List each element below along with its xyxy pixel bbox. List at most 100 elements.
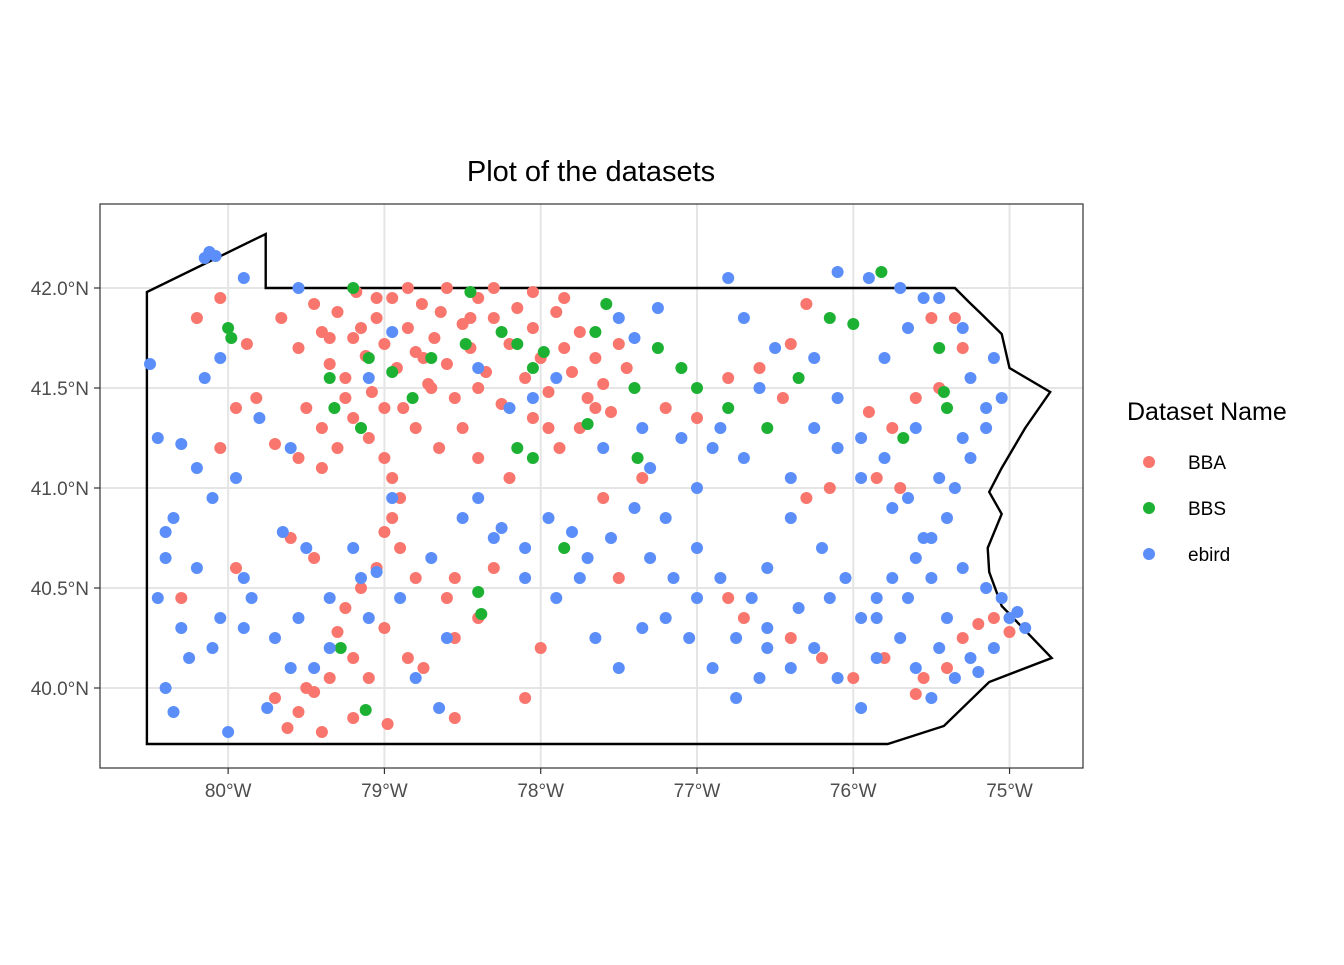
- point-bba: [339, 602, 352, 614]
- legend: Dataset Name BBA BBS ebird: [1127, 398, 1287, 566]
- point-ebird: [980, 402, 993, 414]
- point-ebird: [691, 592, 703, 604]
- legend-key-bba: [1143, 456, 1155, 468]
- point-ebird: [769, 342, 782, 354]
- point-bba: [776, 392, 789, 404]
- point-bba: [370, 312, 383, 324]
- x-tick-label: 76°W: [830, 781, 877, 802]
- point-bba: [190, 312, 203, 324]
- point-bba: [323, 358, 336, 370]
- point-bba: [308, 298, 321, 310]
- point-bba: [378, 402, 391, 414]
- point-ebird: [933, 292, 946, 304]
- point-ebird: [784, 512, 797, 524]
- point-bbs: [761, 422, 774, 434]
- point-ebird: [550, 592, 563, 604]
- point-bba: [214, 442, 227, 454]
- panel-border: [99, 203, 1084, 769]
- point-bbs: [425, 352, 438, 364]
- point-ebird: [237, 622, 250, 634]
- point-bba: [909, 688, 922, 700]
- point-ebird: [292, 612, 305, 624]
- point-bba: [870, 472, 883, 484]
- point-ebird: [956, 322, 969, 334]
- point-ebird: [167, 706, 180, 718]
- point-ebird: [839, 572, 852, 584]
- series-bbs: [222, 266, 953, 716]
- point-bba: [415, 298, 428, 310]
- point-bba: [275, 312, 288, 324]
- point-ebird: [167, 512, 180, 524]
- point-ebird: [214, 612, 227, 624]
- point-ebird: [714, 422, 727, 434]
- point-bba: [941, 662, 953, 674]
- point-ebird: [1011, 606, 1024, 618]
- point-bba: [347, 652, 360, 664]
- point-ebird: [347, 542, 360, 554]
- point-ebird: [472, 362, 485, 374]
- point-ebird: [917, 532, 930, 544]
- point-ebird: [855, 432, 868, 444]
- point-ebird: [925, 692, 938, 704]
- point-ebird: [964, 372, 977, 384]
- point-bbs: [691, 382, 703, 394]
- point-bbs: [897, 432, 910, 444]
- point-bba: [448, 392, 461, 404]
- point-ebird: [284, 662, 297, 674]
- point-bba: [464, 312, 477, 324]
- point-bba: [737, 612, 750, 624]
- point-ebird: [878, 352, 891, 364]
- point-bbs: [362, 352, 375, 364]
- point-ebird: [691, 542, 703, 554]
- point-ebird: [675, 432, 688, 444]
- point-ebird: [386, 326, 399, 338]
- series-bba: [175, 282, 1016, 738]
- point-ebird: [292, 282, 305, 294]
- x-tick-label: 80°W: [205, 781, 252, 802]
- point-bba: [331, 442, 344, 454]
- point-bba: [214, 292, 227, 304]
- point-ebird: [917, 292, 930, 304]
- point-bba: [434, 306, 447, 318]
- point-ebird: [269, 632, 281, 644]
- point-bba: [550, 306, 563, 318]
- point-bba: [456, 422, 469, 434]
- point-bba: [753, 362, 766, 374]
- point-bba: [394, 542, 407, 554]
- point-bba: [300, 682, 313, 694]
- point-bba: [386, 292, 399, 304]
- data-points: [144, 246, 1032, 738]
- point-ebird: [831, 266, 844, 278]
- point-bba: [691, 412, 703, 424]
- point-bba: [370, 292, 383, 304]
- point-bbs: [475, 608, 488, 620]
- point-bba: [886, 422, 899, 434]
- point-ebird: [175, 622, 188, 634]
- point-bba: [542, 422, 555, 434]
- point-bbs: [792, 372, 805, 384]
- point-bbs: [355, 422, 367, 434]
- point-ebird: [276, 526, 289, 538]
- point-bba: [281, 722, 294, 734]
- point-bba: [784, 632, 797, 644]
- point-ebird: [222, 726, 235, 738]
- point-bba: [612, 572, 625, 584]
- point-bba: [612, 338, 625, 350]
- point-ebird: [526, 392, 539, 404]
- point-ebird: [644, 462, 657, 474]
- point-bba: [269, 438, 281, 450]
- point-ebird: [956, 562, 969, 574]
- point-ebird: [628, 502, 641, 514]
- point-bbs: [847, 318, 860, 330]
- point-ebird: [995, 592, 1008, 604]
- point-bba: [292, 706, 305, 718]
- point-bbs: [581, 418, 594, 430]
- point-bba: [355, 582, 367, 594]
- point-bba: [566, 366, 578, 378]
- point-ebird: [737, 452, 750, 464]
- point-ebird: [909, 422, 922, 434]
- point-bbs: [537, 346, 550, 358]
- point-ebird: [425, 552, 438, 564]
- point-bba: [331, 626, 344, 638]
- point-bba: [956, 342, 969, 354]
